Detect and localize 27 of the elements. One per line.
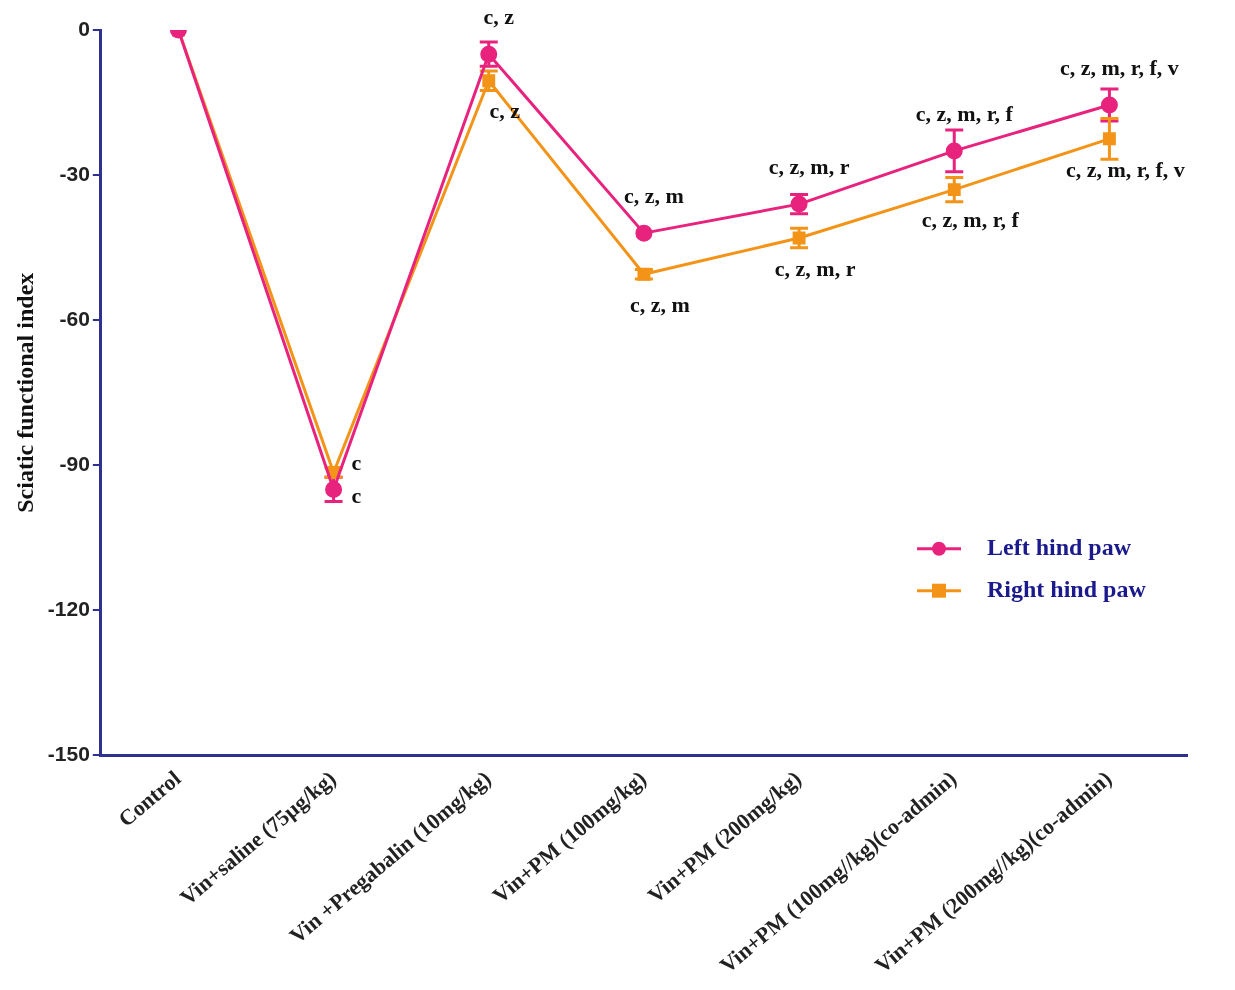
- annotation: c, z, m, r: [768, 153, 850, 179]
- annotation: c, z, m, r, f: [921, 207, 1020, 233]
- annotation: c, z: [483, 3, 515, 29]
- annotation: c, z, m, r: [774, 255, 856, 281]
- annotation: c: [351, 483, 362, 509]
- point: [480, 45, 498, 63]
- annotation: c, z, m: [629, 291, 690, 317]
- annotation: c, z, m: [623, 182, 684, 208]
- annotation: c, z, m, r, f, v: [1059, 54, 1179, 80]
- y-tick-label: -60: [59, 306, 90, 330]
- y-axis-title: Sciatic functional index: [11, 272, 38, 513]
- point: [1100, 96, 1118, 114]
- y-tick-label: -120: [47, 597, 90, 621]
- point: [947, 183, 961, 197]
- annotation: c, z, m, r, f: [915, 100, 1014, 126]
- point: [1102, 132, 1116, 146]
- annotation: c, z, m, r, f, v: [1065, 156, 1185, 182]
- annotation: c: [351, 450, 362, 476]
- y-tick-label: -30: [59, 161, 90, 185]
- point: [635, 224, 653, 242]
- y-tick-label: -90: [59, 452, 90, 476]
- point: [325, 480, 343, 498]
- y-tick-label: -150: [47, 742, 90, 766]
- y-tick-label: 0: [78, 16, 90, 40]
- point: [945, 142, 963, 160]
- legend-label: Left hind paw: [987, 533, 1132, 560]
- legend-label: Right hind paw: [987, 575, 1147, 602]
